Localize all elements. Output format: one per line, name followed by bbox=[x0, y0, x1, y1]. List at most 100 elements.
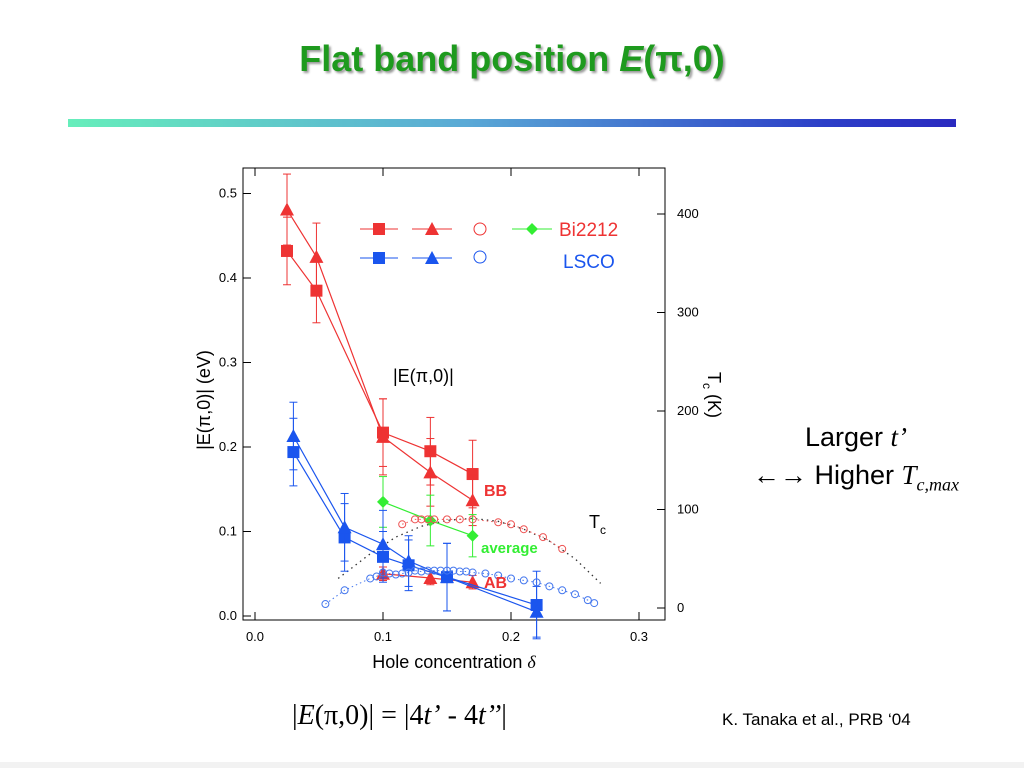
data-point bbox=[481, 569, 490, 578]
data-point bbox=[398, 569, 407, 578]
data-point bbox=[286, 429, 301, 443]
y-left-tick-label: 0.5 bbox=[219, 186, 237, 201]
data-point bbox=[423, 515, 432, 524]
data-point bbox=[558, 544, 567, 553]
annotation-ab: AB bbox=[484, 575, 507, 592]
series-dotted-line bbox=[402, 518, 563, 550]
legend: Bi2212 LSCO bbox=[360, 220, 618, 273]
y-axis-left-label: |E(π,0)| (eV) bbox=[194, 350, 214, 450]
data-point bbox=[455, 515, 464, 524]
y-left-tick-label: 0.2 bbox=[219, 439, 237, 454]
data-point bbox=[309, 249, 324, 263]
legend-label-lsco: LSCO bbox=[563, 252, 615, 273]
y-axis-right: 0 100 200 300 400 bbox=[657, 206, 699, 615]
data-point bbox=[545, 582, 554, 591]
data-point bbox=[423, 465, 438, 479]
side-note-line1-var: t’ bbox=[890, 422, 908, 452]
footer-bar bbox=[0, 762, 1024, 768]
data-point bbox=[321, 600, 330, 609]
legend-triangle-lsco bbox=[425, 251, 439, 264]
data-point bbox=[376, 537, 390, 551]
x-tick-label: 0.2 bbox=[502, 629, 520, 644]
side-note-line1: Larger bbox=[804, 422, 891, 452]
formula: |E(π,0)| = |4t’ - 4t’’| bbox=[292, 700, 507, 731]
series-dotted-line bbox=[325, 570, 595, 605]
data-point bbox=[465, 575, 480, 589]
data-point bbox=[423, 570, 438, 584]
y-left-tick-label: 0.1 bbox=[219, 524, 237, 539]
data-point bbox=[385, 569, 394, 578]
x-tick-label: 0.3 bbox=[630, 629, 648, 644]
data-point bbox=[440, 570, 454, 584]
data-point bbox=[424, 514, 437, 527]
legend-square-bi2212 bbox=[373, 223, 385, 235]
x-tick-label: 0.0 bbox=[246, 629, 264, 644]
data-point bbox=[519, 576, 528, 585]
data-point bbox=[539, 533, 547, 542]
side-note-line2-var: T bbox=[901, 460, 917, 490]
data-point bbox=[411, 515, 419, 524]
data-point bbox=[468, 515, 477, 524]
series-lsco-tc bbox=[325, 570, 595, 605]
y-axis-right-label: Tc (K) bbox=[700, 372, 724, 418]
data-point bbox=[436, 566, 445, 575]
annotation-average: average bbox=[481, 540, 538, 557]
data-point bbox=[449, 566, 458, 575]
data-point bbox=[532, 578, 541, 587]
data-point bbox=[571, 590, 579, 599]
y-axis-left: 0.0 0.1 0.2 0.3 0.4 0.5 bbox=[219, 186, 251, 623]
data-point bbox=[466, 529, 479, 542]
y-right-tick-label: 300 bbox=[677, 305, 699, 320]
annotation-tc: Tc bbox=[589, 512, 606, 537]
data-point bbox=[411, 566, 419, 575]
data-point bbox=[468, 568, 477, 577]
data-point bbox=[423, 566, 432, 575]
data-point bbox=[529, 604, 544, 618]
legend-label-bi2212: Bi2212 bbox=[559, 220, 618, 241]
x-axis: 0.0 0.1 0.2 0.3 bbox=[246, 168, 648, 644]
data-point bbox=[417, 567, 426, 576]
data-point bbox=[401, 554, 416, 568]
data-point bbox=[376, 429, 390, 443]
data-point bbox=[466, 468, 479, 481]
citation: K. Tanaka et al., PRB ‘04 bbox=[722, 710, 911, 729]
y-right-tick-label: 400 bbox=[677, 206, 699, 221]
data-point bbox=[372, 572, 381, 581]
data-point bbox=[494, 571, 503, 580]
annotation-e-pi-0: |E(π,0)| bbox=[393, 366, 454, 386]
data-point bbox=[281, 244, 293, 257]
data-point bbox=[507, 520, 515, 529]
y-right-tick-label: 0 bbox=[677, 600, 684, 615]
data-point bbox=[430, 515, 439, 524]
annotation-bb: BB bbox=[484, 483, 507, 500]
data-point bbox=[337, 520, 352, 534]
legend-triangle-bi2212 bbox=[425, 222, 439, 235]
data-point bbox=[583, 596, 592, 605]
series-bi2212-tc bbox=[402, 518, 563, 550]
x-tick-label: 0.1 bbox=[374, 629, 392, 644]
data-point bbox=[507, 574, 515, 583]
data-point bbox=[494, 518, 503, 527]
data-point bbox=[465, 493, 480, 507]
data-point bbox=[379, 568, 387, 577]
data-point bbox=[430, 566, 439, 575]
plot-frame bbox=[242, 167, 666, 621]
data-point bbox=[280, 202, 294, 216]
y-right-tick-label: 100 bbox=[677, 502, 699, 517]
data-point bbox=[590, 599, 599, 608]
legend-square-lsco bbox=[373, 252, 385, 264]
data-point bbox=[443, 515, 451, 524]
side-note: Larger t’ ←→ Higher Tc,max bbox=[716, 418, 996, 503]
y-right-tick-label: 200 bbox=[677, 403, 699, 418]
data-point bbox=[558, 586, 567, 595]
data-point bbox=[417, 515, 426, 524]
data-point bbox=[340, 586, 349, 595]
data-point bbox=[519, 525, 528, 534]
data-point bbox=[398, 520, 407, 529]
legend-circle-bi2212 bbox=[473, 222, 487, 236]
page-title: Flat band position E(π,0) bbox=[299, 38, 725, 79]
data-point bbox=[455, 567, 464, 576]
series-line bbox=[292, 451, 537, 606]
data-point bbox=[377, 495, 389, 508]
